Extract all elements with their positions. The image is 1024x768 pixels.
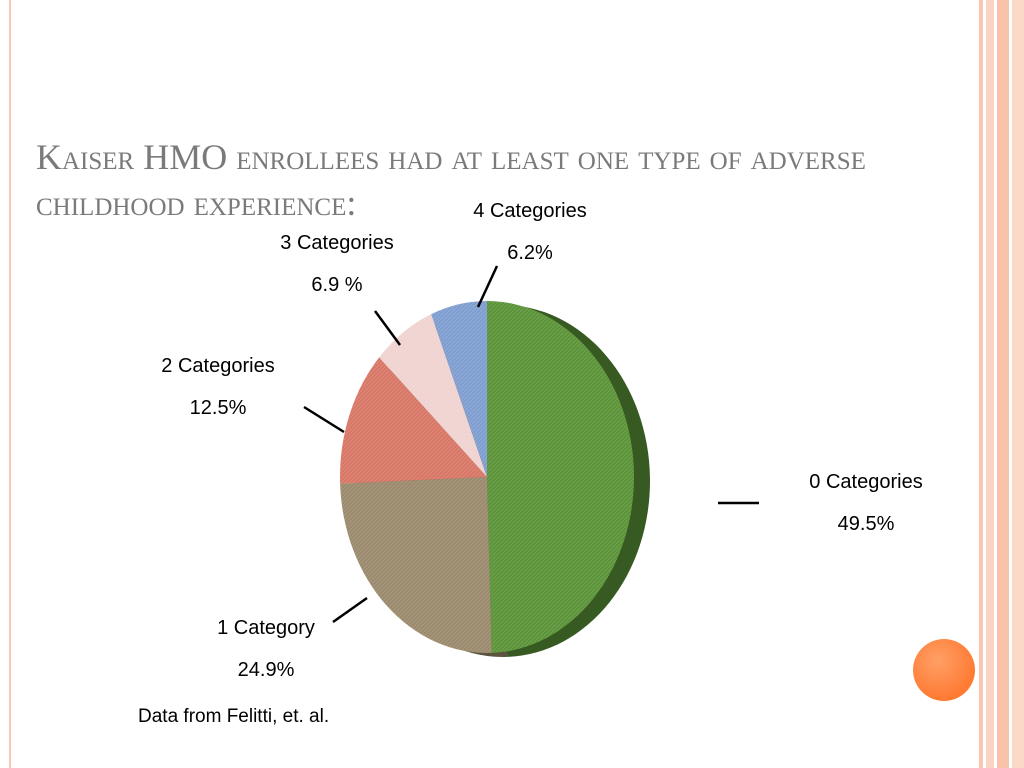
leader-line-2-categories [303, 405, 345, 434]
pie-slice-texture-3-categories [379, 314, 487, 477]
leader-line-3-categories [373, 310, 402, 346]
slice-label-1-category: 1 Category [217, 617, 315, 639]
right-border-band-1 [979, 0, 983, 768]
pie-slice-texture-0-categories [487, 301, 635, 653]
left-border-rule [9, 0, 11, 768]
label-1-category: 1 Category 24.9% [196, 616, 336, 682]
slice-value-4-categories: 6.2% [507, 242, 553, 264]
pie-slice-texture-4-categories [431, 301, 487, 477]
right-border-band-2 [986, 0, 994, 768]
pie-slice-texture-1-category [340, 477, 492, 653]
label-0-categories: 0 Categories 49.5% [794, 470, 938, 536]
leader-line-1-category [332, 596, 368, 624]
right-border-band-3 [997, 0, 1009, 768]
slide-title: Kaiser HMO enrollees had at least one ty… [36, 137, 866, 223]
slice-value-2-categories: 12.5% [189, 397, 247, 419]
decorative-orange-circle [913, 639, 975, 701]
label-2-categories: 2 Categories 12.5% [146, 354, 290, 420]
leader-line-4-categories [476, 265, 499, 308]
slice-label-2-categories: 2 Categories [161, 355, 275, 377]
slice-label-4-categories: 4 Categories [473, 200, 587, 222]
label-3-categories: 3 Categories 6.9 % [265, 231, 409, 297]
pie-slice-texture-2-categories [340, 357, 487, 484]
slice-label-0-categories: 0 Categories [809, 471, 923, 493]
label-4-categories: 4 Categories 6.2% [458, 199, 602, 265]
data-source-note: Data from Felitti, et. al. [138, 706, 330, 727]
slice-value-0-categories: 49.5% [837, 513, 895, 535]
slice-value-3-categories: 6.9 % [311, 274, 363, 296]
slice-label-3-categories: 3 Categories [280, 232, 394, 254]
right-border-band-4 [1012, 0, 1024, 768]
slice-value-1-category: 24.9% [237, 659, 295, 681]
